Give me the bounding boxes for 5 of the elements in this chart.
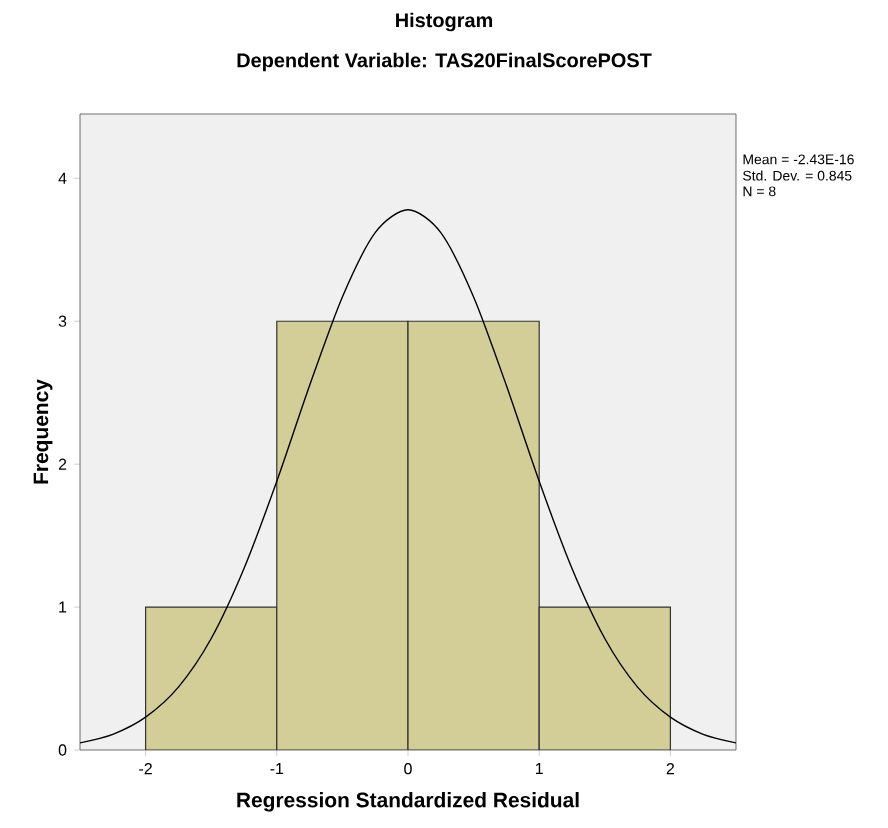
x-axis-title: Regression Standardized Residual <box>237 792 579 812</box>
line-series <box>80 209 736 744</box>
y-axis-title: Frequency <box>33 379 53 484</box>
chart-subtitle: Dependent Variable: TAS20FinalScorePOST <box>237 52 652 72</box>
chart-title: Histogram <box>396 12 493 32</box>
